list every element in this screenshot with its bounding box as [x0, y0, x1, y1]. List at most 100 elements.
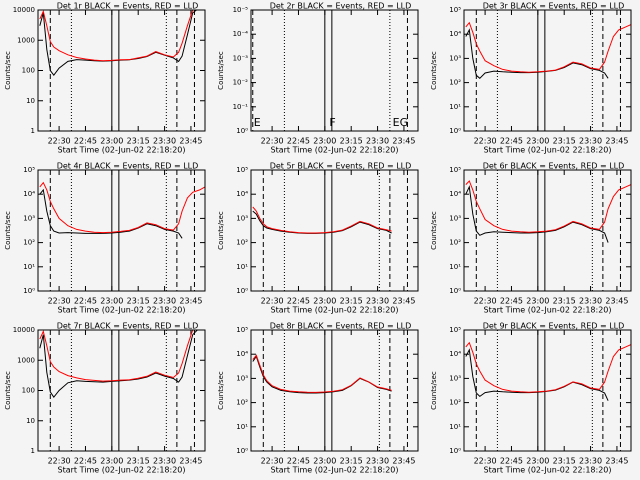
- x-tick-label: 23:45: [605, 297, 628, 306]
- series-line: [39, 181, 205, 234]
- y-tick-label: 10¹: [449, 263, 461, 271]
- x-tick-label: 22:45: [287, 297, 310, 306]
- y-tick-label: 10: [26, 97, 35, 105]
- y-tick-label: 10⁻⁴: [233, 30, 249, 38]
- x-tick-label: 23:15: [127, 457, 150, 466]
- x-tick-label: 22:30: [261, 297, 284, 306]
- x-tick-label: 23:15: [340, 137, 363, 146]
- y-axis-label: Counts/sec: [430, 371, 438, 410]
- chart-title: Det 2r BLACK = Events, RED = LLD: [270, 2, 412, 11]
- x-tick-label: 23:45: [605, 457, 628, 466]
- y-tick-label: 10⁻⁵: [233, 6, 249, 14]
- y-tick-label: 10¹: [23, 263, 35, 271]
- x-tick-label: 23:00: [100, 457, 123, 466]
- x-tick-label: 23:15: [553, 457, 576, 466]
- y-tick-label: 10⁰: [236, 127, 248, 135]
- x-tick-label: 23:00: [526, 137, 549, 146]
- x-tick-label: 23:15: [553, 137, 576, 146]
- y-tick-label: 10⁻¹: [233, 103, 249, 111]
- y-tick-label: 10¹: [236, 423, 248, 431]
- y-tick-label: 10¹: [236, 263, 248, 271]
- x-tick-label: 22:30: [474, 137, 497, 146]
- y-tick-label: 10⁰: [236, 447, 248, 455]
- x-tick-label: 22:30: [48, 297, 71, 306]
- x-tick-label: 22:45: [500, 297, 523, 306]
- x-tick-label: 23:30: [366, 297, 389, 306]
- x-tick-label: 22:45: [500, 137, 523, 146]
- y-tick-label: 10³: [23, 214, 35, 222]
- x-tick-label: 23:30: [153, 457, 176, 466]
- plot-frame: [37, 169, 206, 292]
- x-tick-label: 23:00: [313, 457, 336, 466]
- plot-frame: [463, 9, 632, 132]
- x-tick-label: 23:15: [340, 457, 363, 466]
- x-tick-label: 22:30: [474, 297, 497, 306]
- series-line: [39, 10, 198, 77]
- y-axis-label: Counts/sec: [217, 211, 225, 250]
- y-tick-label: 10²: [236, 399, 248, 407]
- y-tick-label: 10³: [449, 54, 461, 62]
- y-axis-label: Counts/sec: [217, 51, 225, 90]
- panel: Det 7r BLACK = Events, RED = LLD Counts/s…: [4, 322, 206, 475]
- y-tick-label: 10³: [449, 214, 461, 222]
- chart-title: Det 4r BLACK = Events, RED = LLD: [57, 162, 199, 171]
- y-axis-label: Counts/sec: [430, 51, 438, 90]
- x-tick-label: 23:00: [100, 137, 123, 146]
- y-tick-label: 100: [22, 387, 35, 395]
- chart-title: Det 8r BLACK = Events, RED = LLD: [270, 322, 412, 331]
- series-line: [39, 10, 195, 62]
- y-tick-label: 10: [26, 417, 35, 425]
- y-tick-label: 10¹: [449, 103, 461, 111]
- y-tick-label: 1: [31, 127, 35, 135]
- x-axis-label: Start Time (02-Jun-02 22:18:20): [58, 466, 186, 475]
- panel: Det 8r BLACK = Events, RED = LLD Counts/s…: [217, 322, 419, 475]
- y-tick-label: 10²: [449, 79, 461, 87]
- series-line: [252, 206, 392, 234]
- series-line: [465, 28, 609, 79]
- chart-title: Det 1r BLACK = Events, RED = LLD: [57, 2, 199, 11]
- x-tick-label: 22:30: [48, 137, 71, 146]
- series-line: [465, 348, 609, 401]
- y-axis-label: Counts/sec: [4, 51, 12, 90]
- x-tick-label: 23:45: [179, 137, 202, 146]
- plot-frame: [463, 329, 632, 452]
- x-tick-label: 23:00: [313, 297, 336, 306]
- y-tick-label: 10⁵: [23, 166, 35, 174]
- series-line: [39, 330, 199, 399]
- chart-title: Det 3r BLACK = Events, RED = LLD: [483, 2, 625, 11]
- plot-frame: [250, 329, 419, 452]
- y-tick-label: 10000: [13, 6, 35, 14]
- x-tick-label: 23:45: [179, 297, 202, 306]
- y-tick-label: 10⁻³: [233, 54, 249, 62]
- x-tick-label: 23:00: [526, 297, 549, 306]
- y-axis-label: Counts/sec: [430, 211, 438, 250]
- x-tick-label: 23:30: [579, 297, 602, 306]
- annotation: F: [329, 116, 335, 129]
- x-tick-label: 22:30: [474, 457, 497, 466]
- y-tick-label: 10³: [236, 214, 248, 222]
- y-tick-label: 10⁰: [23, 287, 35, 295]
- x-tick-label: 23:45: [605, 137, 628, 146]
- panel: Det 5r BLACK = Events, RED = LLD Counts/s…: [217, 162, 419, 315]
- x-axis-label: Start Time (02-Jun-02 22:18:20): [271, 306, 399, 315]
- y-tick-label: 10⁵: [449, 166, 461, 174]
- plot-frame: [250, 169, 419, 292]
- y-tick-label: 10³: [449, 374, 461, 382]
- panel: Det 6r BLACK = Events, RED = LLD Counts/s…: [430, 162, 632, 315]
- annotation: EG: [393, 116, 408, 129]
- plot-frame: [250, 9, 419, 132]
- panel: Det 9r BLACK = Events, RED = LLD Counts/s…: [430, 322, 632, 475]
- series-line: [252, 210, 392, 234]
- y-tick-label: 10³: [236, 374, 248, 382]
- x-axis-label: Start Time (02-Jun-02 22:18:20): [58, 306, 186, 315]
- x-axis-label: Start Time (02-Jun-02 22:18:20): [484, 146, 612, 155]
- x-tick-label: 23:30: [579, 137, 602, 146]
- chart-title: Det 6r BLACK = Events, RED = LLD: [483, 162, 625, 171]
- y-tick-label: 10⁰: [449, 447, 461, 455]
- x-axis-label: Start Time (02-Jun-02 22:18:20): [271, 466, 399, 475]
- series-line: [465, 185, 609, 243]
- y-tick-label: 10⁴: [236, 350, 248, 358]
- annotation: E: [254, 116, 261, 129]
- y-tick-label: 10⁵: [449, 326, 461, 334]
